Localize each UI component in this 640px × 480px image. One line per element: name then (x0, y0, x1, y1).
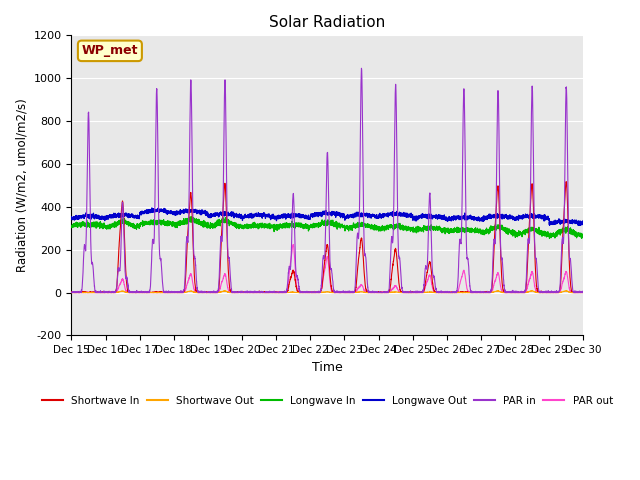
X-axis label: Time: Time (312, 360, 343, 374)
Title: Solar Radiation: Solar Radiation (269, 15, 385, 30)
Legend: Shortwave In, Shortwave Out, Longwave In, Longwave Out, PAR in, PAR out: Shortwave In, Shortwave Out, Longwave In… (38, 392, 617, 410)
Y-axis label: Radiation (W/m2, umol/m2/s): Radiation (W/m2, umol/m2/s) (15, 98, 28, 272)
Text: WP_met: WP_met (82, 44, 138, 57)
